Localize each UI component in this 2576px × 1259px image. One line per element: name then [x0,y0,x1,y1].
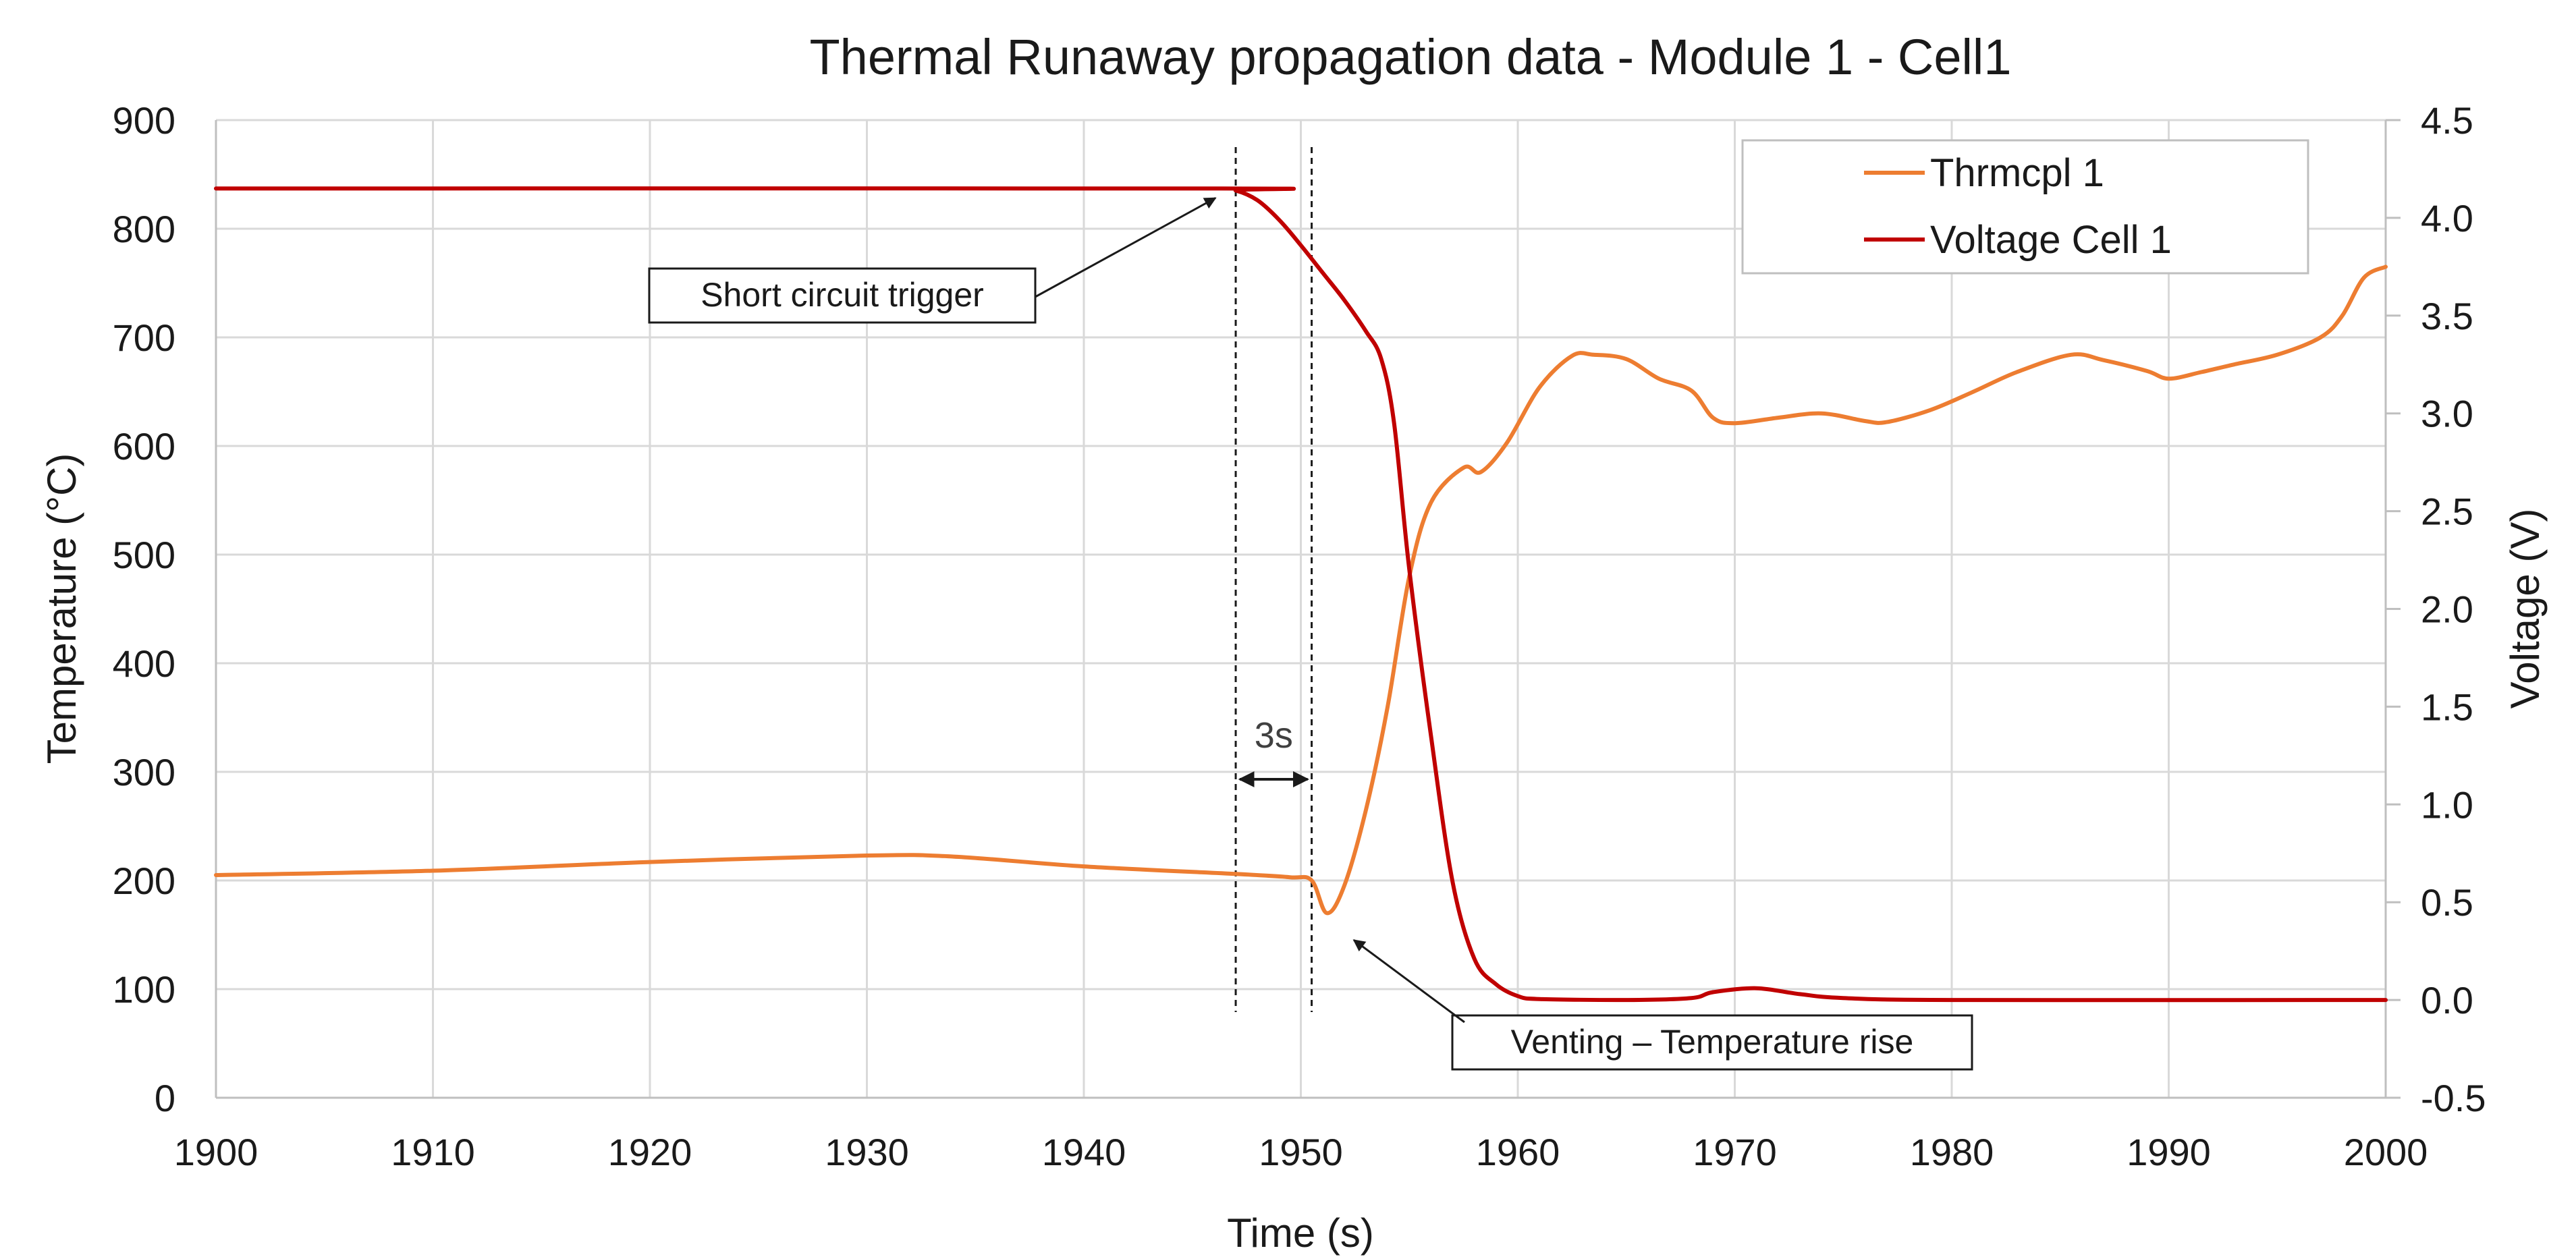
y-tick-label: 500 [113,534,175,576]
y-tick-label: 800 [113,208,175,250]
legend-label-voltage-cell-1: Voltage Cell 1 [1930,218,2172,262]
y2-tick-label: 4.0 [2421,197,2473,240]
venting-arrow [1352,939,1465,1024]
y-tick-label: 700 [113,316,175,359]
x-tick-label: 1950 [1259,1131,1343,1173]
y2-tick-label: 3.0 [2421,393,2473,435]
x-tick-label: 1960 [1476,1131,1560,1173]
venting-callout-box [1451,1014,1973,1071]
y2-tick-label: 3.5 [2421,295,2473,337]
chart-title: Thermal Runaway propagation data - Modul… [809,29,2011,85]
y2-tick-label: 2.0 [2421,588,2473,631]
venting-callout-label: Venting – Temperature rise [1511,1023,1914,1061]
legend-box [1741,139,2309,275]
y-left-tick-labels: 0 100 200 300 400 500 600 700 800 900 [113,99,175,1119]
x-tick-label: 1980 [1910,1131,1994,1173]
legend-label-thrmcpl-1: Thrmcpl 1 [1930,151,2104,195]
short-circuit-callout-box [648,267,1037,324]
interval-label: 3s [1255,715,1293,756]
y2-tick-label: -0.5 [2421,1077,2486,1119]
y-tick-label: 200 [113,860,175,902]
y-tick-label: 900 [113,99,175,142]
y-tick-label: 100 [113,968,175,1011]
x-axis-title: Time (s) [1227,1210,1374,1256]
y2-tick-label: 1.0 [2421,783,2473,826]
y2-tick-label: 4.5 [2421,99,2473,142]
x-tick-label: 1970 [1693,1131,1777,1173]
y2-tick-label: 2.5 [2421,491,2473,533]
y-right-tick-labels: -0.5 0.0 0.5 1.0 1.5 2.0 2.5 3.0 3.5 4.0 4.5 [2421,99,2486,1119]
series-line-thrmcpl-1 [214,264,2388,916]
y2-tick-label: 0.5 [2421,881,2473,924]
x-tick-label: 1990 [2127,1131,2211,1173]
x-tick-label: 1900 [174,1131,258,1173]
y2-tick-label: 0.0 [2421,979,2473,1022]
y-tick-label: 400 [113,642,175,685]
y-tick-label: 0 [155,1077,175,1119]
y-right-tick-marks [2386,119,2401,1099]
short-circuit-callout-label: Short circuit trigger [701,276,984,314]
y-tick-label: 300 [113,751,175,793]
short-circuit-arrow [1035,197,1217,298]
x-tick-label: 1920 [608,1131,692,1173]
y2-axis-title: Voltage (V) [2502,509,2548,709]
legend: Thrmcpl 1 Voltage Cell 1 [1741,139,2309,275]
x-tick-label: 2000 [2344,1131,2428,1173]
x-tick-label: 1940 [1042,1131,1126,1173]
x-tick-label: 1930 [825,1131,909,1173]
series-line-voltage-cell-1 [214,186,2388,1003]
y-tick-label: 600 [113,425,175,468]
x-tick-label: 1910 [391,1131,475,1173]
y2-tick-label: 1.5 [2421,686,2473,728]
y-axis-title: Temperature (°C) [39,453,84,764]
x-tick-labels: 1900 1910 1920 1930 1940 1950 1960 1970 1980 1990… [174,1131,2428,1173]
